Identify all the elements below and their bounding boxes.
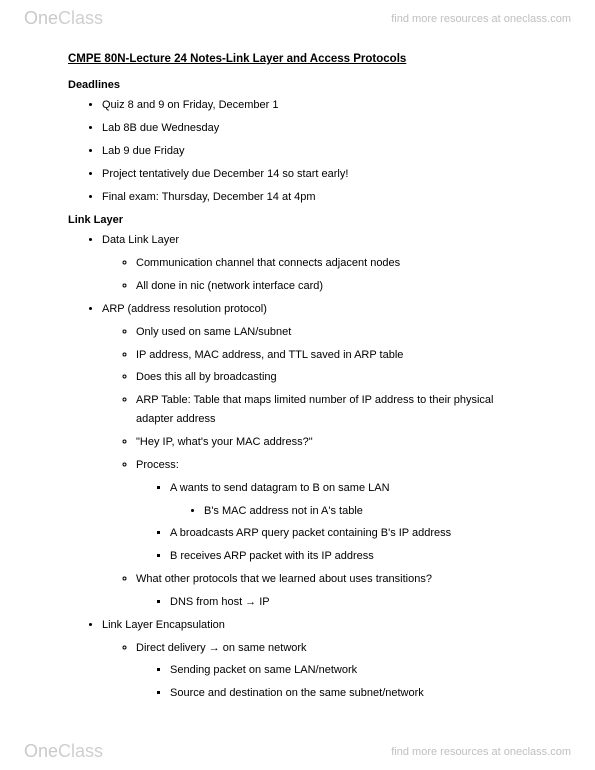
item-text: ARP Table: Table that maps limited numbe… xyxy=(136,394,494,406)
sublist: DNS from host → IP xyxy=(136,595,535,610)
sublist: B's MAC address not in A's table xyxy=(170,504,535,519)
page-header: OneClass find more resources at oneclass… xyxy=(0,0,595,37)
list-item: B's MAC address not in A's table xyxy=(204,504,535,519)
list-item: Sending packet on same LAN/network xyxy=(170,663,535,678)
header-tagline: find more resources at oneclass.com xyxy=(391,13,571,25)
item-text: Direct delivery → on same network xyxy=(136,642,307,654)
list-item: Only used on same LAN/subnet xyxy=(136,325,535,340)
item-text: A wants to send datagram to B on same LA… xyxy=(170,482,390,494)
brand-part2: Class xyxy=(58,8,103,29)
list-item: DNS from host → IP xyxy=(170,595,535,610)
list-item: A broadcasts ARP query packet containing… xyxy=(170,526,535,541)
list-item: "Hey IP, what's your MAC address?" xyxy=(136,435,535,450)
list-item: Communication channel that connects adja… xyxy=(136,256,535,271)
list-item: Lab 8B due Wednesday xyxy=(102,121,535,136)
list-item: A wants to send datagram to B on same LA… xyxy=(170,481,535,519)
list-item: ARP Table: Table that maps limited numbe… xyxy=(136,393,535,427)
list-item: Direct delivery → on same network Sendin… xyxy=(136,641,535,702)
list-item: IP address, MAC address, and TTL saved i… xyxy=(136,348,535,363)
item-text: ARP (address resolution protocol) xyxy=(102,303,267,315)
brand-part1: One xyxy=(24,8,58,29)
sublist: A wants to send datagram to B on same LA… xyxy=(136,481,535,564)
list-item: Process: A wants to send datagram to B o… xyxy=(136,458,535,564)
brand-logo: OneClass xyxy=(24,741,103,762)
list-item: Source and destination on the same subne… xyxy=(170,686,535,701)
list-item: What other protocols that we learned abo… xyxy=(136,572,535,610)
document-body: CMPE 80N-Lecture 24 Notes-Link Layer and… xyxy=(68,52,535,709)
item-text: Process: xyxy=(136,459,179,471)
footer-tagline: find more resources at oneclass.com xyxy=(391,746,571,758)
sublist: Direct delivery → on same network Sendin… xyxy=(102,641,535,702)
list-item: Lab 9 due Friday xyxy=(102,144,535,159)
sublist: Sending packet on same LAN/network Sourc… xyxy=(136,663,535,701)
list-item: Quiz 8 and 9 on Friday, December 1 xyxy=(102,98,535,113)
linklayer-heading: Link Layer xyxy=(68,213,535,228)
list-item: Project tentatively due December 14 so s… xyxy=(102,167,535,182)
brand-part2: Class xyxy=(58,741,103,762)
list-item: Final exam: Thursday, December 14 at 4pm xyxy=(102,190,535,205)
sublist: Only used on same LAN/subnet IP address,… xyxy=(102,325,535,610)
item-text-cont: adapter address xyxy=(136,412,535,427)
sublist: Communication channel that connects adja… xyxy=(102,256,535,294)
page-footer: OneClass find more resources at oneclass… xyxy=(0,733,595,770)
list-item: Data Link Layer Communication channel th… xyxy=(102,233,535,294)
list-item: B receives ARP packet with its IP addres… xyxy=(170,549,535,564)
brand-part1: One xyxy=(24,741,58,762)
list-item: All done in nic (network interface card) xyxy=(136,279,535,294)
item-text: What other protocols that we learned abo… xyxy=(136,573,432,585)
deadlines-list: Quiz 8 and 9 on Friday, December 1 Lab 8… xyxy=(68,98,535,204)
list-item: Link Layer Encapsulation Direct delivery… xyxy=(102,618,535,701)
deadlines-heading: Deadlines xyxy=(68,78,535,93)
list-item: ARP (address resolution protocol) Only u… xyxy=(102,302,535,610)
item-text: Data Link Layer xyxy=(102,234,179,246)
list-item: Does this all by broadcasting xyxy=(136,370,535,385)
item-text: Link Layer Encapsulation xyxy=(102,619,225,631)
brand-logo: OneClass xyxy=(24,8,103,29)
linklayer-list: Data Link Layer Communication channel th… xyxy=(68,233,535,701)
doc-title: CMPE 80N-Lecture 24 Notes-Link Layer and… xyxy=(68,52,535,68)
